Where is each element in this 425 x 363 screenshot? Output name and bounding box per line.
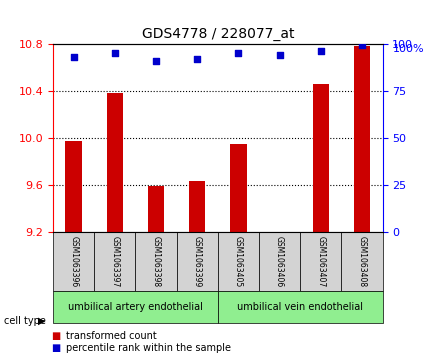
Text: GSM1063397: GSM1063397 [110, 236, 119, 287]
Bar [148, 186, 164, 232]
FancyBboxPatch shape [53, 232, 94, 291]
Bar [354, 46, 370, 232]
Text: GSM1063405: GSM1063405 [234, 236, 243, 287]
Text: GSM1063408: GSM1063408 [357, 236, 366, 287]
Text: GSM1063406: GSM1063406 [275, 236, 284, 287]
Point [317, 48, 324, 54]
Bar [65, 141, 82, 232]
Point [153, 58, 159, 64]
FancyBboxPatch shape [218, 232, 259, 291]
FancyBboxPatch shape [300, 232, 341, 291]
Text: ■: ■ [51, 331, 60, 341]
Text: umbilical artery endothelial: umbilical artery endothelial [68, 302, 203, 312]
Bar [230, 144, 246, 232]
Text: ■: ■ [51, 343, 60, 354]
Point [111, 50, 118, 56]
FancyBboxPatch shape [94, 232, 136, 291]
Bar [107, 93, 123, 232]
Point [276, 52, 283, 58]
Text: GSM1063398: GSM1063398 [152, 236, 161, 287]
FancyBboxPatch shape [259, 232, 300, 291]
FancyBboxPatch shape [177, 232, 218, 291]
Text: cell type: cell type [4, 316, 46, 326]
Y-axis label: 100%: 100% [393, 44, 425, 54]
Text: GSM1063407: GSM1063407 [316, 236, 325, 287]
Text: umbilical vein endothelial: umbilical vein endothelial [237, 302, 363, 312]
Text: percentile rank within the sample: percentile rank within the sample [66, 343, 231, 354]
Text: GSM1063396: GSM1063396 [69, 236, 78, 287]
Text: GSM1063399: GSM1063399 [193, 236, 202, 287]
Text: ▶: ▶ [38, 316, 46, 326]
Title: GDS4778 / 228077_at: GDS4778 / 228077_at [142, 27, 294, 41]
Point [235, 50, 242, 56]
FancyBboxPatch shape [136, 232, 177, 291]
Bar [312, 83, 329, 232]
Point [194, 56, 201, 61]
FancyBboxPatch shape [53, 291, 218, 323]
Bar [189, 181, 205, 232]
FancyBboxPatch shape [218, 291, 382, 323]
Point [70, 54, 77, 60]
Point [359, 42, 366, 48]
Text: transformed count: transformed count [66, 331, 157, 341]
FancyBboxPatch shape [341, 232, 382, 291]
